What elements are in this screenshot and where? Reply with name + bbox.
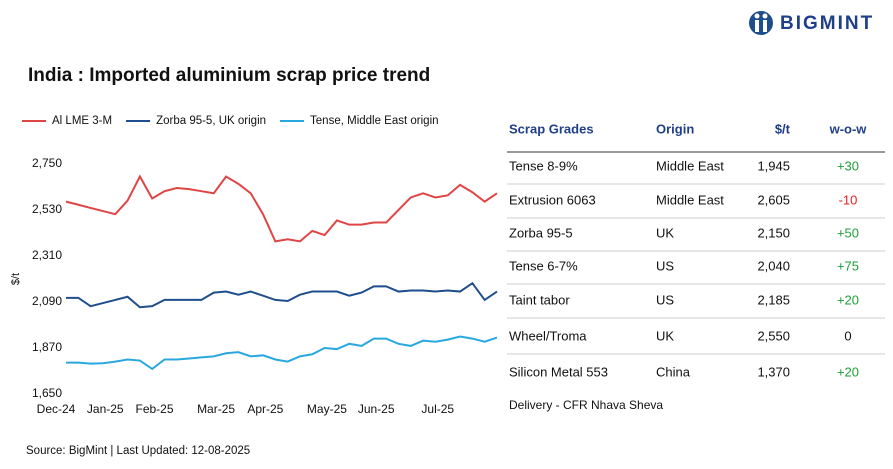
- table-cell: 2,550: [757, 328, 790, 343]
- table-header: Scrap Grades: [509, 121, 594, 136]
- x-tick-label: Jan-25: [87, 402, 124, 416]
- y-tick-label: 2,310: [32, 248, 62, 262]
- x-tick-label: Jun-25: [358, 402, 395, 416]
- table-cell: UK: [656, 225, 674, 240]
- logo-icon: [749, 11, 773, 35]
- table-cell: -10: [839, 192, 858, 207]
- y-tick-label: 2,530: [32, 202, 62, 216]
- table-cell: UK: [656, 328, 674, 343]
- y-tick-label: 2,090: [32, 294, 62, 308]
- y-tick-label: 2,750: [32, 156, 62, 170]
- table-cell: US: [656, 258, 674, 273]
- table-cell: Silicon Metal 553: [509, 364, 608, 379]
- table-cell: Middle East: [656, 192, 724, 207]
- table-cell: US: [656, 292, 674, 307]
- x-tick-label: Mar-25: [197, 402, 235, 416]
- table-cell: Tense 8-9%: [509, 158, 578, 173]
- table-cell: Middle East: [656, 158, 724, 173]
- table-cell: 2,040: [757, 258, 790, 273]
- table-cell: Zorba 95-5: [509, 225, 573, 240]
- table-header: w-o-w: [829, 121, 868, 136]
- x-tick-label: Jul-25: [421, 402, 454, 416]
- y-tick-label: 1,870: [32, 340, 62, 354]
- table-cell: 2,605: [757, 192, 790, 207]
- y-axis-label: $/t: [10, 273, 22, 285]
- series-line: [66, 281, 498, 309]
- table-cell: +50: [837, 225, 859, 240]
- table-cell: 1,370: [757, 364, 790, 379]
- x-tick-label: Dec-24: [37, 402, 76, 416]
- table-cell: 0: [844, 328, 851, 343]
- table-cell: +20: [837, 364, 859, 379]
- table-cell: 2,150: [757, 225, 790, 240]
- table-cell: Taint tabor: [509, 292, 570, 307]
- x-tick-label: May-25: [307, 402, 347, 416]
- x-tick-label: Feb-25: [135, 402, 173, 416]
- table-cell: Wheel/Troma: [509, 328, 587, 343]
- table-cell: Extrusion 6063: [509, 192, 596, 207]
- table-cell: China: [656, 364, 691, 379]
- table-cell: +75: [837, 258, 859, 273]
- series-line: [66, 335, 498, 371]
- brand: BIGMINT: [780, 13, 874, 34]
- table-cell: +30: [837, 158, 859, 173]
- table-cell: 2,185: [757, 292, 790, 307]
- table-header: Origin: [656, 121, 694, 136]
- y-tick-label: 1,650: [32, 386, 62, 400]
- source: Source: BigMint | Last Updated: 12-08-20…: [26, 445, 250, 457]
- x-tick-label: Apr-25: [247, 402, 283, 416]
- series-line: [65, 174, 498, 243]
- legend-label: Tense, Middle East origin: [310, 115, 438, 127]
- legend-label: Zorba 95-5, UK origin: [156, 115, 266, 127]
- table-cell: Tense 6-7%: [509, 258, 578, 273]
- table-note: Delivery - CFR Nhava Sheva: [509, 398, 663, 412]
- table-header: $/t: [775, 121, 791, 136]
- chart-title: India : Imported aluminium scrap price t…: [28, 65, 430, 86]
- legend-label: Al LME 3-M: [52, 115, 112, 127]
- table-cell: +20: [837, 292, 859, 307]
- table-cell: 1,945: [757, 158, 790, 173]
